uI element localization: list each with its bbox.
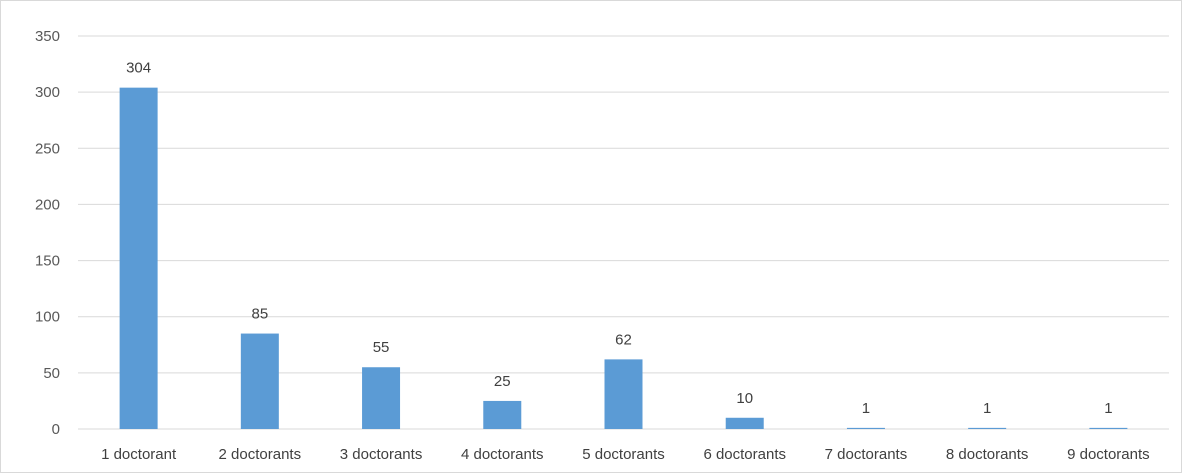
y-tick-label: 350 — [35, 28, 60, 45]
bar — [725, 417, 764, 429]
data-label: 10 — [736, 390, 753, 407]
y-tick-label: 100 — [35, 309, 60, 326]
category-label: 8 doctorants — [946, 446, 1029, 463]
bar — [604, 359, 643, 429]
category-label: 2 doctorants — [219, 446, 302, 463]
x-axis-categories: 1 doctorant 2 doctorants 3 doctorants 4 doc… — [101, 446, 1150, 463]
bar — [362, 367, 401, 429]
y-tick-label: 150 — [35, 253, 60, 270]
category-label: 7 doctorants — [825, 446, 908, 463]
y-tick-label: 300 — [35, 84, 60, 101]
data-label: 85 — [251, 306, 268, 323]
data-labels: 304 85 55 25 62 10 1 1 1 — [126, 60, 1112, 417]
data-label: 304 — [126, 60, 151, 77]
bar — [483, 400, 522, 429]
bar — [968, 427, 1007, 429]
category-label: 4 doctorants — [461, 446, 544, 463]
data-label: 1 — [983, 400, 991, 417]
category-label: 9 doctorants — [1067, 446, 1150, 463]
category-label: 6 doctorants — [703, 446, 786, 463]
data-label: 1 — [862, 400, 870, 417]
y-tick-label: 250 — [35, 140, 60, 157]
data-label: 62 — [615, 331, 632, 348]
bar — [119, 87, 158, 429]
bar — [240, 333, 279, 429]
category-label: 3 doctorants — [340, 446, 423, 463]
y-tick-label: 0 — [52, 421, 60, 438]
bar — [846, 427, 885, 429]
bar — [1089, 427, 1128, 429]
y-tick-label: 200 — [35, 196, 60, 213]
category-label: 1 doctorant — [101, 446, 177, 463]
data-label: 55 — [373, 339, 390, 356]
y-tick-label: 50 — [43, 365, 60, 382]
category-label: 5 doctorants — [582, 446, 665, 463]
data-label: 25 — [494, 373, 511, 390]
bars — [119, 87, 1128, 429]
y-axis-ticks: 0 50 100 150 200 250 300 350 — [35, 28, 60, 438]
data-label: 1 — [1104, 400, 1112, 417]
